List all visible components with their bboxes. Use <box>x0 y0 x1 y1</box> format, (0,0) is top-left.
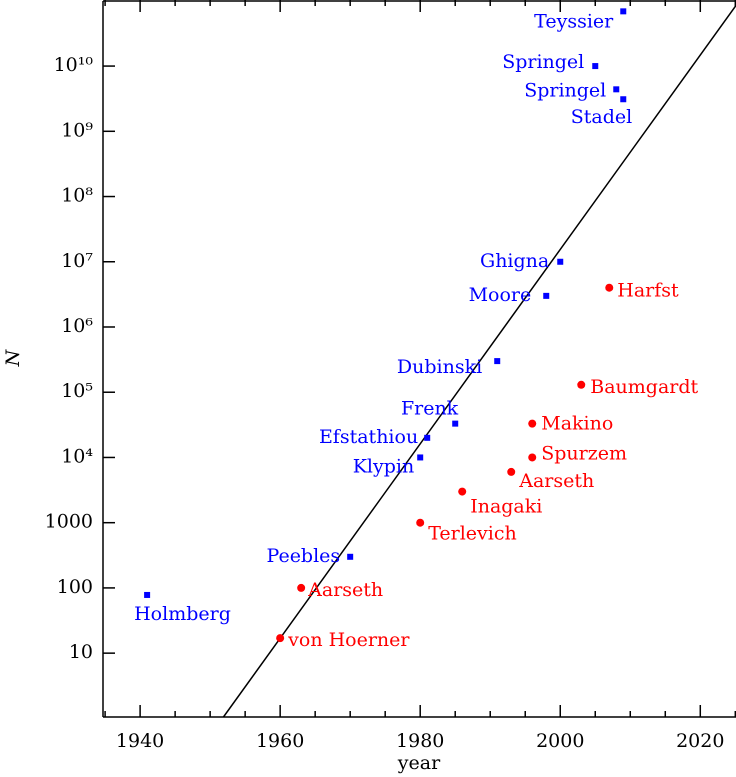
point <box>144 591 151 598</box>
point <box>424 434 431 441</box>
y-tick-label: 10¹⁰ <box>54 54 94 76</box>
point-label: Spurzem <box>541 442 627 464</box>
point <box>347 553 354 560</box>
y-tick-label: 10 <box>69 641 93 663</box>
point <box>297 583 306 592</box>
point-label: Springel <box>502 51 584 73</box>
point-label: Ghigna <box>480 250 549 272</box>
y-tick-label: 10⁷ <box>61 250 93 272</box>
x-tick-label: 2000 <box>536 730 584 752</box>
point-label: Klypin <box>353 455 414 477</box>
y-tick-label: 10⁶ <box>61 315 93 337</box>
point <box>577 380 586 389</box>
point <box>276 634 285 643</box>
point <box>613 86 620 93</box>
x-tick-label: 2020 <box>676 730 724 752</box>
point-label: Harfst <box>617 280 679 302</box>
point-label: Springel <box>524 79 606 101</box>
point <box>452 420 459 427</box>
point <box>620 8 627 15</box>
point-label: Terlevich <box>428 523 517 545</box>
point-label: Aarseth <box>307 579 383 601</box>
point-label: Holmberg <box>134 603 231 625</box>
point-label: Dubinski <box>397 356 482 378</box>
point-label: Baumgardt <box>590 376 698 398</box>
point <box>592 63 599 70</box>
point <box>557 258 564 265</box>
point-label: Stadel <box>571 106 632 128</box>
y-tick-label: 1000 <box>45 511 93 533</box>
point-label: Makino <box>541 413 613 435</box>
point-label: von Hoerner <box>287 629 410 651</box>
point-label: Moore <box>469 284 532 306</box>
x-axis-label: year <box>397 752 441 774</box>
x-tick-label: 1980 <box>396 730 444 752</box>
point-label: Peebles <box>267 545 341 567</box>
x-tick-label: 1940 <box>116 730 164 752</box>
point-label: Aarseth <box>518 470 594 492</box>
point <box>543 292 550 299</box>
y-tick-label: 10⁴ <box>61 445 93 467</box>
point <box>458 487 467 496</box>
point <box>416 518 425 527</box>
point <box>620 96 627 103</box>
fit-line <box>222 5 736 718</box>
point <box>605 283 614 292</box>
point <box>494 358 501 365</box>
point <box>528 453 537 462</box>
point <box>417 454 424 461</box>
x-tick-label: 1960 <box>256 730 304 752</box>
y-tick-label: 10⁸ <box>61 185 93 207</box>
point-label: Teyssier <box>534 10 614 32</box>
y-tick-label: 100 <box>57 576 93 598</box>
point <box>528 419 537 428</box>
point-label: Inagaki <box>470 496 542 518</box>
y-tick-label: 10⁹ <box>61 119 93 141</box>
y-axis-label: N <box>2 348 24 367</box>
point-label: Efstathiou <box>319 426 418 448</box>
point <box>507 467 516 476</box>
y-tick-label: 10⁵ <box>61 380 93 402</box>
point-label: Frenk <box>401 398 459 420</box>
